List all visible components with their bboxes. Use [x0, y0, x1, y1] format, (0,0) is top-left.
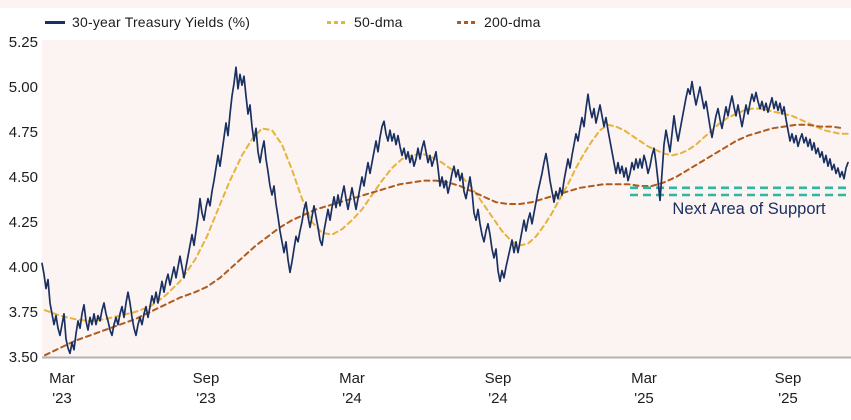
x-tick-month-mar-23: Mar [49, 370, 75, 387]
x-tick-year-mar-24: '24 [342, 390, 362, 407]
legend-label-30y-yield: 30-year Treasury Yields (%) [72, 14, 251, 30]
yield-line [41, 66, 849, 355]
50dma-line-swatch [327, 20, 347, 24]
legend-item-30y-yield: 30-year Treasury Yields (%) [45, 14, 250, 30]
x-tick-month-mar-25: Mar [631, 370, 657, 387]
x-tick-year-mar-25: '25 [634, 390, 654, 407]
200dma-line [44, 123, 845, 357]
y-tick-label-3.50: 3.50 [9, 349, 38, 366]
top-border-strip [0, 0, 851, 8]
x-tick-month-sep-25: Sep [775, 370, 802, 387]
legend-item-200dma: 200-dma [457, 14, 541, 30]
x-tick-year-sep-23: '23 [196, 390, 216, 407]
x-tick-month-sep-23: Sep [193, 370, 220, 387]
y-tick-label-5.25: 5.25 [9, 34, 38, 51]
plot-background [42, 40, 851, 357]
x-tick-year-sep-24: '24 [488, 390, 508, 407]
legend-item-50dma: 50-dma [327, 14, 403, 30]
y-tick-label-4.75: 4.75 [9, 124, 38, 141]
200dma-line-swatch [457, 20, 477, 24]
yield-line-swatch [45, 20, 65, 24]
x-tick-year-mar-23: '23 [52, 390, 72, 407]
chart-legend: 30-year Treasury Yields (%) 50-dma 200-d… [0, 0, 851, 38]
y-tick-label-4.50: 4.50 [9, 169, 38, 186]
y-tick-label-4.00: 4.00 [9, 259, 38, 276]
support-annotation-label: Next Area of Support [672, 200, 826, 218]
x-tick-year-sep-25: '25 [778, 390, 798, 407]
y-tick-label-3.75: 3.75 [9, 304, 38, 321]
y-tick-label-5.00: 5.00 [9, 79, 38, 96]
x-tick-month-sep-24: Sep [485, 370, 512, 387]
y-tick-label-4.25: 4.25 [9, 214, 38, 231]
legend-label-50dma: 50-dma [354, 14, 403, 30]
legend-label-200dma: 200-dma [484, 14, 541, 30]
x-tick-month-mar-24: Mar [339, 370, 365, 387]
